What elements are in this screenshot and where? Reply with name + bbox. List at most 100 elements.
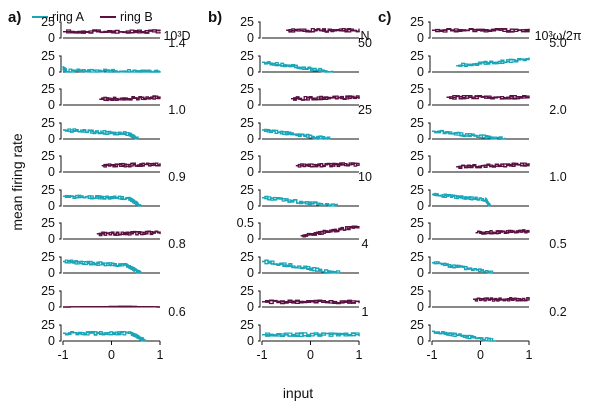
trace-ring-a: [262, 129, 331, 140]
y-tick-label: 0: [247, 266, 254, 280]
subplot-ring-a: 025: [41, 116, 160, 146]
parameter-value: 5.0: [549, 36, 566, 50]
trace-ring-b: [432, 27, 530, 33]
y-tick-label: 25: [41, 116, 55, 130]
x-tick-label: 1: [526, 348, 533, 362]
y-tick-label: 25: [41, 49, 55, 63]
trace-ring-a: [432, 130, 505, 140]
subplot-ring-a: 025: [410, 183, 529, 213]
y-axis: [258, 256, 261, 274]
y-axis-title: mean firing rate: [9, 133, 25, 230]
parameter-value: 0.5: [549, 237, 566, 251]
parameter-value: 1: [362, 305, 369, 319]
y-axis: [258, 55, 261, 73]
trace-ring-a: [262, 332, 360, 337]
y-tick-label: 25: [41, 183, 55, 197]
y-tick-label: 0: [48, 232, 55, 246]
panel-b: b)N02502550025025250250251000.5025402502…: [208, 9, 372, 362]
y-tick-label: 0: [417, 132, 424, 146]
parameter-label: 10³ω/2π: [535, 29, 582, 43]
y-tick-label: 25: [410, 250, 424, 264]
subplot-ring-b: 025: [41, 216, 161, 246]
trace-ring-a: [432, 261, 493, 274]
y-tick-label: 25: [410, 149, 424, 163]
x-axis: -1 0 1: [426, 341, 533, 362]
trace-ring-b: [475, 229, 530, 235]
y-tick-label: 0: [417, 300, 424, 314]
legend: ring A ring B: [32, 10, 153, 24]
y-axis: [428, 222, 431, 240]
trace-ring-b: [63, 29, 161, 34]
subplot-ring-b: 025: [410, 15, 530, 45]
trace-ring-a: [432, 330, 496, 342]
y-tick-label: 0: [417, 199, 424, 213]
x-axis: -1 0 1: [57, 341, 164, 362]
subplot-ring-a: 025: [240, 116, 359, 146]
y-tick-label: 0: [417, 165, 424, 179]
parameter-value: 10: [358, 170, 372, 184]
trace-ring-b: [456, 162, 530, 169]
panel-letter: a): [8, 9, 21, 26]
trace-ring-b: [101, 162, 161, 168]
trace-ring-a: [63, 259, 142, 274]
y-axis: [258, 324, 261, 342]
y-tick-label: 25: [41, 250, 55, 264]
subplot-ring-b: 025: [240, 149, 360, 179]
y-axis: [59, 21, 62, 39]
y-tick-label: 25: [240, 49, 254, 63]
y-axis: [428, 55, 431, 73]
y-axis: [258, 155, 261, 173]
subplot-ring-b: 025: [41, 15, 161, 45]
y-tick-label: 0: [247, 300, 254, 314]
y-axis: [59, 55, 62, 73]
trace-ring-b: [96, 230, 161, 237]
trace-ring-b: [446, 94, 530, 100]
trace-ring-b: [295, 162, 360, 168]
parameter-value: 0.2: [549, 305, 566, 319]
y-tick-label: 25: [240, 15, 254, 29]
y-tick-label: 0: [247, 165, 254, 179]
y-tick-label: 0: [417, 31, 424, 45]
y-tick-label: 25: [41, 216, 55, 230]
y-tick-label: 25: [410, 116, 424, 130]
trace-ring-a: [63, 195, 142, 207]
y-tick-label: 0: [48, 165, 55, 179]
subplot-ring-a: 025: [410, 49, 530, 79]
y-tick-label: 25: [41, 82, 55, 96]
y-tick-label: 0: [48, 31, 55, 45]
y-tick-label: 0: [417, 232, 424, 246]
y-axis: [428, 324, 431, 342]
y-axis: [258, 222, 261, 240]
parameter-value: 1.0: [549, 170, 566, 184]
trace-ring-a: [63, 330, 147, 342]
legend-ring-a-label: ring A: [52, 10, 85, 24]
trace-ring-a: [262, 195, 338, 207]
y-tick-label: 0: [48, 199, 55, 213]
x-tick-label: 1: [157, 348, 164, 362]
y-axis: [258, 290, 261, 308]
y-tick-label: 25: [240, 149, 254, 163]
y-tick-label: 0: [48, 334, 55, 348]
y-axis: [428, 88, 431, 106]
trace-ring-b: [300, 225, 360, 238]
y-tick-label: 0: [417, 65, 424, 79]
trace-ring-a: [63, 129, 139, 140]
y-axis: [258, 88, 261, 106]
parameter-value: 1.0: [168, 103, 185, 117]
y-tick-label: 25: [410, 284, 424, 298]
x-tick-label: -1: [426, 348, 437, 362]
y-tick-label: 0: [48, 300, 55, 314]
panel-a: a)10³D0250251.40250251.00250250.90250250…: [8, 9, 191, 362]
subplot-ring-a: 025: [240, 183, 359, 213]
y-tick-label: 25: [41, 284, 55, 298]
y-axis: [59, 290, 62, 308]
y-axis: [59, 122, 62, 140]
subplot-ring-a: 025: [410, 318, 529, 348]
trace-ring-b: [63, 305, 160, 308]
trace-ring-a: [262, 61, 333, 73]
parameter-label: 10³D: [163, 29, 190, 43]
y-axis: [258, 122, 261, 140]
y-tick-label: 25: [240, 183, 254, 197]
y-tick-label: 0: [48, 98, 55, 112]
